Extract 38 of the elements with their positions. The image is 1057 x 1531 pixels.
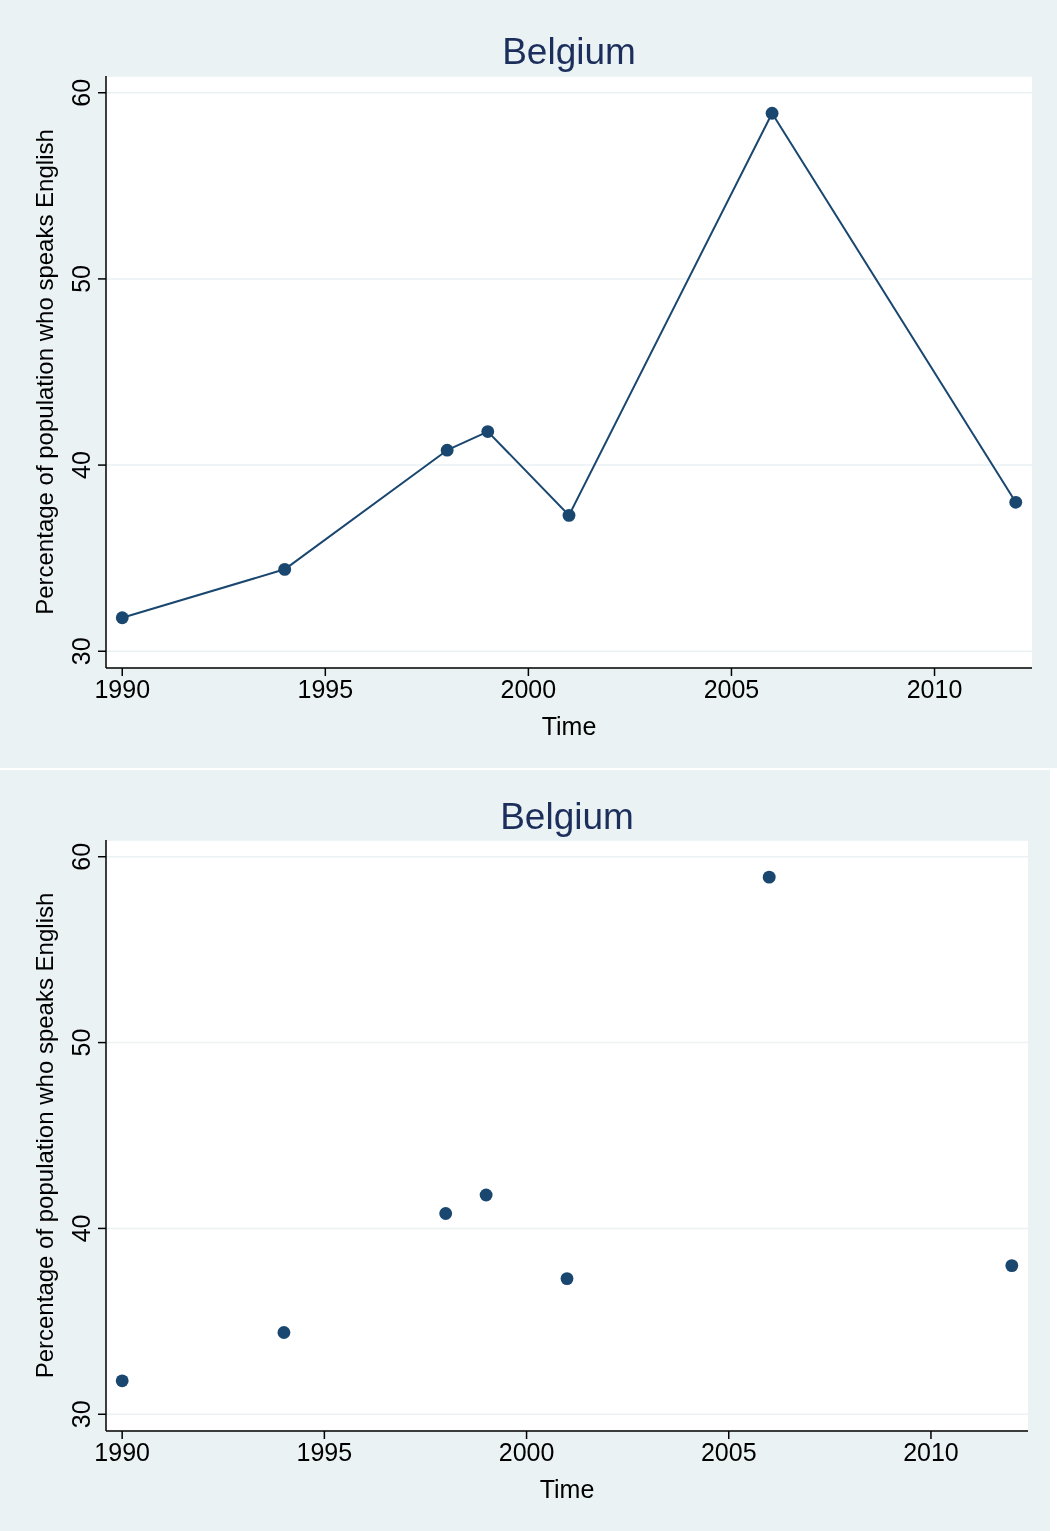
point xyxy=(278,562,292,576)
x-tick-label: 1995 xyxy=(296,1437,353,1466)
x-tick-label: 2005 xyxy=(700,1437,757,1466)
y-axis-title: Percentage of population who speaks English xyxy=(31,129,58,615)
x-tick-label: 2010 xyxy=(906,674,963,703)
y-tick-label: 40 xyxy=(67,451,95,479)
point xyxy=(277,1326,291,1339)
y-axis-title: Percentage of population who speaks English xyxy=(31,892,58,1379)
x-tick-label: 1995 xyxy=(297,674,354,703)
x-tick-label: 1990 xyxy=(94,674,151,703)
y-tick-label: 50 xyxy=(67,265,95,293)
point xyxy=(481,425,495,438)
x-axis-title: Time xyxy=(541,712,597,740)
point xyxy=(762,870,776,884)
x-tick-label: 2010 xyxy=(903,1437,959,1466)
point xyxy=(115,1374,129,1388)
point xyxy=(115,611,129,625)
y-tick-label: 60 xyxy=(67,78,95,107)
y-tick-label: 40 xyxy=(67,1214,95,1243)
point xyxy=(440,443,454,457)
point xyxy=(1009,495,1023,509)
x-tick-label: 2000 xyxy=(498,1437,555,1466)
point xyxy=(479,1188,493,1202)
y-tick-label: 60 xyxy=(67,842,95,871)
point xyxy=(560,1272,574,1286)
chart-title: Belgium xyxy=(499,795,635,839)
x-axis-title: Time xyxy=(539,1475,595,1503)
x-tick-label: 2000 xyxy=(500,674,557,703)
point xyxy=(1005,1259,1019,1273)
point xyxy=(562,508,576,522)
y-tick-label: 30 xyxy=(67,1400,95,1429)
point xyxy=(765,106,779,120)
y-tick-label: 30 xyxy=(67,637,95,666)
chart-title: Belgium xyxy=(501,30,637,74)
point xyxy=(439,1207,453,1220)
x-tick-label: 1990 xyxy=(94,1437,150,1466)
x-tick-label: 2005 xyxy=(703,674,760,703)
y-tick-label: 50 xyxy=(67,1028,95,1057)
